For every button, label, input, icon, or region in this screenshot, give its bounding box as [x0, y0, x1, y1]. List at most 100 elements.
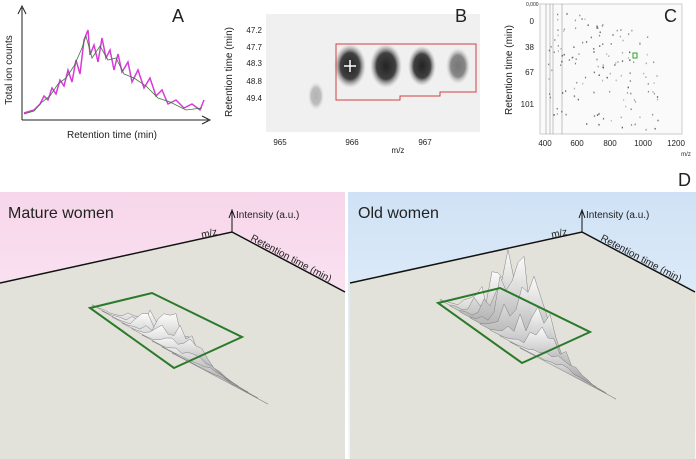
- spot: [561, 60, 563, 63]
- spot: [577, 98, 579, 101]
- z-label: Intensity (a.u.): [586, 210, 649, 221]
- spot: [647, 36, 649, 38]
- spot: [615, 62, 617, 64]
- spot: [576, 81, 578, 84]
- spot: [653, 82, 655, 85]
- panel-d: D Mature women Intensity (a.u.)m/z Retenti…: [0, 170, 696, 459]
- x-label: m/z: [550, 227, 568, 241]
- x-tick-label: 965: [273, 138, 287, 147]
- panel-b: B Retention time (min) 47.2 47.7 48.3 48.8 4…: [224, 6, 480, 155]
- y-tick-label: 0,000: [526, 2, 539, 8]
- spot: [551, 69, 553, 72]
- spot: [586, 123, 588, 125]
- y-tick-label: 48.8: [246, 77, 262, 86]
- spot: [597, 27, 599, 29]
- spot: [598, 112, 600, 115]
- x-label: m/z: [392, 146, 405, 155]
- spot: [561, 54, 563, 57]
- spot: [561, 92, 564, 94]
- spot: [573, 95, 575, 97]
- spot: [647, 83, 649, 85]
- spot: [566, 13, 568, 15]
- spot: [573, 87, 576, 90]
- spot: [561, 110, 563, 113]
- spot: [557, 45, 559, 47]
- spot: [609, 72, 611, 75]
- peak-ridge: [171, 352, 269, 405]
- spot: [599, 45, 601, 47]
- spot: [610, 119, 612, 122]
- x-tick-label: 800: [603, 139, 617, 148]
- spot: [627, 86, 629, 89]
- spot: [645, 62, 647, 65]
- spot: [633, 61, 635, 64]
- y-tick-label: 47.2: [246, 26, 262, 35]
- trace: [23, 29, 205, 114]
- spot: [653, 92, 655, 95]
- spot: [629, 51, 631, 54]
- spot: [612, 34, 614, 36]
- spot: [574, 95, 576, 98]
- spot: [621, 126, 623, 129]
- spot: [646, 53, 648, 56]
- x-label: Retention time (min): [67, 130, 157, 141]
- panel-label: A: [172, 6, 184, 26]
- spot: [553, 51, 555, 54]
- y-label: Total ion counts: [4, 35, 15, 105]
- spot: [560, 47, 562, 50]
- spot: [565, 113, 567, 116]
- spot: [598, 123, 600, 126]
- spot: [598, 74, 600, 77]
- spot: [656, 98, 659, 101]
- spot: [574, 19, 577, 22]
- spot: [652, 91, 654, 93]
- spot: [633, 99, 636, 101]
- spot: [554, 39, 556, 41]
- spot: [563, 30, 565, 32]
- x-label: m/z: [681, 152, 691, 158]
- spot: [582, 82, 584, 85]
- spot: [584, 18, 586, 21]
- spot: [606, 53, 608, 55]
- x-tick-label: 600: [570, 139, 584, 148]
- axes: [17, 4, 212, 125]
- spot: [620, 29, 622, 31]
- spot: [564, 90, 567, 92]
- spot: [593, 71, 595, 74]
- spot: [647, 90, 650, 93]
- spot: [596, 58, 598, 61]
- region-outline: [87, 291, 245, 370]
- spot: [597, 65, 599, 68]
- spot: [639, 116, 641, 119]
- spot: [601, 25, 603, 27]
- spot: [619, 35, 622, 38]
- spot: [634, 100, 637, 103]
- spot: [630, 92, 632, 95]
- spot: [610, 43, 612, 45]
- spot: [575, 58, 577, 60]
- spot: [602, 43, 604, 46]
- x-tick-label: 400: [538, 139, 552, 148]
- y-tick-label: 48.3: [246, 59, 262, 68]
- x-tick-label: 1000: [634, 139, 652, 148]
- spot: [596, 27, 598, 29]
- spot: [602, 117, 605, 120]
- spot: [590, 36, 592, 39]
- spot: [557, 18, 559, 21]
- spot: [629, 59, 631, 61]
- region: [335, 43, 477, 101]
- spot: [621, 60, 624, 62]
- panel-label: B: [455, 6, 467, 26]
- spot: [596, 114, 599, 116]
- panel-a: A Total ion counts Retention time (min): [4, 4, 212, 141]
- spot: [559, 64, 562, 66]
- spot: [617, 61, 619, 63]
- axis-arrow: [578, 208, 586, 232]
- spot: [593, 91, 595, 94]
- panel-label: D: [678, 170, 691, 190]
- spot: [620, 116, 622, 119]
- spot: [627, 57, 629, 59]
- spot: [599, 31, 601, 34]
- spot: [598, 34, 601, 37]
